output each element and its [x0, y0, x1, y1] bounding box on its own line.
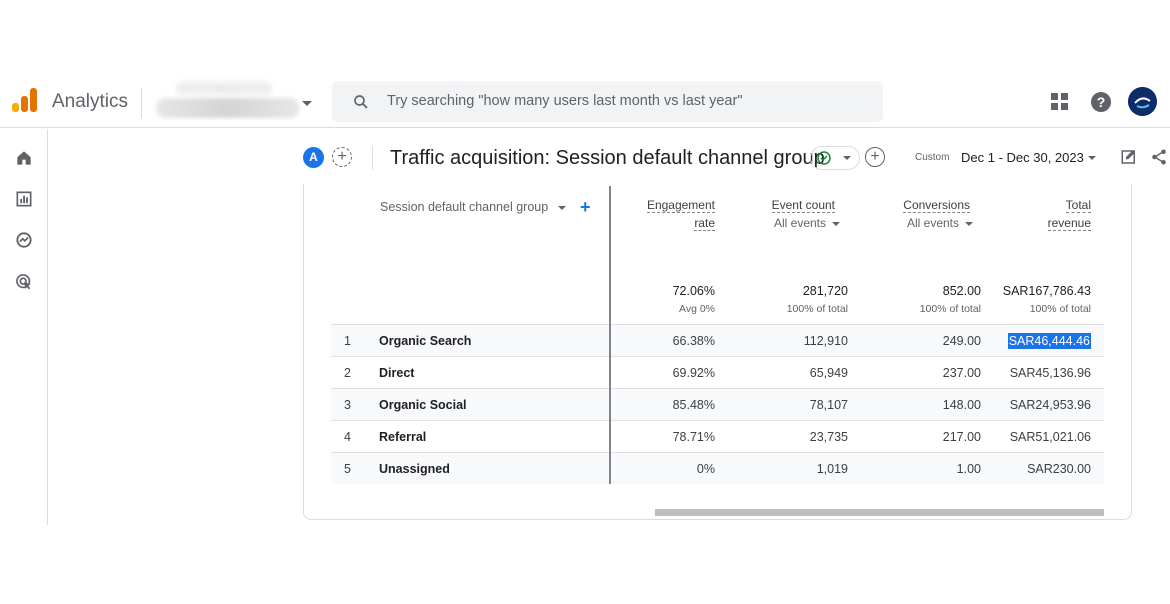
total-conversions: 852.00 — [942, 284, 981, 298]
report-card — [303, 184, 1132, 520]
row-conversions: 217.00 — [942, 430, 981, 444]
row-conversions: 1.00 — [956, 462, 981, 476]
add-dimension-button[interactable]: + — [580, 197, 591, 217]
date-dropdown-icon[interactable] — [1088, 156, 1096, 160]
page-title: Traffic acquisition: Session default cha… — [390, 147, 825, 169]
customize-report-icon[interactable] — [1120, 148, 1138, 166]
row-channel: Referral — [379, 430, 427, 444]
row-index: 1 — [344, 334, 351, 348]
total-conversions-sub: 100% of total — [919, 303, 981, 315]
add-button[interactable]: + — [865, 147, 885, 167]
search-bar[interactable]: Try searching "how many users last month… — [332, 81, 883, 122]
metric-header-conversions[interactable]: Conversions — [903, 198, 970, 213]
metric-header-engagement-rate[interactable]: Engagement rate — [646, 198, 715, 231]
total-revenue-sub: 100% of total — [1029, 303, 1091, 315]
row-channel: Direct — [379, 366, 415, 380]
table-row[interactable]: 5 Unassigned 0% 1,019 1.00 SAR230.00 — [331, 452, 1104, 484]
row-engagement-rate: 66.38% — [672, 334, 715, 348]
row-revenue[interactable]: SAR46,444.46 — [991, 333, 1091, 349]
property-dropdown-icon[interactable] — [302, 101, 312, 106]
divider — [372, 146, 373, 170]
search-placeholder[interactable]: Try searching "how many users last month… — [387, 93, 743, 109]
table-row[interactable]: 1 Organic Search 66.38% 112,910 249.00 S… — [331, 324, 1104, 356]
total-engagement-rate: 72.06% — [672, 284, 715, 298]
apps-grid-icon[interactable] — [1051, 93, 1068, 110]
reports-icon[interactable] — [14, 189, 34, 209]
date-range-type: Custom — [915, 152, 950, 163]
row-engagement-rate: 69.92% — [672, 366, 715, 380]
total-event-count: 281,720 — [802, 284, 848, 298]
explore-icon[interactable] — [14, 230, 34, 250]
row-engagement-rate: 85.48% — [672, 398, 715, 412]
divider — [141, 88, 142, 118]
row-event-count: 23,735 — [809, 430, 848, 444]
row-conversions: 237.00 — [942, 366, 981, 380]
row-channel: Organic Social — [379, 398, 467, 412]
column-divider[interactable] — [609, 186, 611, 484]
row-index: 3 — [344, 398, 351, 412]
row-conversions: 249.00 — [942, 334, 981, 348]
metric-header-total-revenue[interactable]: Total revenue — [1047, 198, 1091, 231]
table-row[interactable]: 2 Direct 69.92% 65,949 237.00 SAR45,136.… — [331, 356, 1104, 388]
property-selector[interactable] — [156, 98, 300, 118]
data-quality-button[interactable] — [810, 146, 860, 170]
row-event-count: 78,107 — [809, 398, 848, 412]
total-event-count-sub: 100% of total — [786, 303, 848, 315]
selected-text: SAR46,444.46 — [1007, 333, 1091, 349]
chevron-down-icon — [832, 221, 840, 226]
search-icon — [354, 95, 368, 109]
comparison-badge[interactable]: A — [303, 147, 324, 168]
row-revenue: SAR51,021.06 — [1009, 430, 1091, 444]
share-icon[interactable] — [1150, 148, 1168, 166]
account-name-redacted — [176, 82, 272, 94]
help-icon[interactable]: ? — [1091, 92, 1111, 112]
metric-header-event-count[interactable]: Event count — [771, 198, 835, 213]
horizontal-scrollbar[interactable] — [655, 509, 1104, 516]
chevron-down-icon — [843, 156, 851, 160]
dimension-header[interactable]: Session default channel group — [380, 200, 549, 214]
row-channel: Unassigned — [379, 462, 450, 476]
home-icon[interactable] — [14, 148, 34, 168]
row-conversions: 148.00 — [942, 398, 981, 412]
app-title: Analytics — [52, 91, 129, 112]
row-index: 4 — [344, 430, 351, 444]
total-engagement-rate-sub: Avg 0% — [679, 303, 715, 315]
check-circle-icon — [817, 151, 831, 165]
row-revenue: SAR24,953.96 — [1009, 398, 1091, 412]
add-comparison-button[interactable]: + — [332, 147, 352, 167]
dimension-dropdown-icon[interactable] — [558, 206, 566, 210]
row-revenue: SAR45,136.96 — [1009, 366, 1091, 380]
event-count-filter[interactable]: All events — [740, 216, 840, 230]
analytics-logo-icon[interactable] — [12, 88, 38, 114]
avatar-logo-icon — [1128, 87, 1157, 116]
row-event-count: 65,949 — [809, 366, 848, 380]
total-revenue: SAR167,786.43 — [1002, 284, 1091, 298]
advertising-icon[interactable] — [14, 272, 34, 292]
row-event-count: 1,019 — [816, 462, 848, 476]
row-event-count: 112,910 — [803, 334, 848, 348]
conversions-filter[interactable]: All events — [870, 216, 973, 230]
row-engagement-rate: 78.71% — [672, 430, 715, 444]
table-row[interactable]: 4 Referral 78.71% 23,735 217.00 SAR51,02… — [331, 420, 1104, 452]
row-engagement-rate: 0% — [696, 462, 715, 476]
chevron-down-icon — [965, 221, 973, 226]
row-index: 5 — [344, 462, 351, 476]
row-index: 2 — [344, 366, 351, 380]
left-nav — [0, 129, 48, 525]
report-header: A + Traffic acquisition: Session default… — [300, 136, 1170, 180]
row-revenue: SAR230.00 — [1027, 462, 1091, 476]
top-bar: Analytics › Try searching "how many user… — [0, 78, 1170, 128]
row-channel: Organic Search — [379, 334, 472, 348]
table-row[interactable]: 3 Organic Social 85.48% 78,107 148.00 SA… — [331, 388, 1104, 420]
avatar[interactable] — [1128, 87, 1157, 116]
date-range-selector[interactable]: Dec 1 - Dec 30, 2023 — [961, 150, 1084, 165]
